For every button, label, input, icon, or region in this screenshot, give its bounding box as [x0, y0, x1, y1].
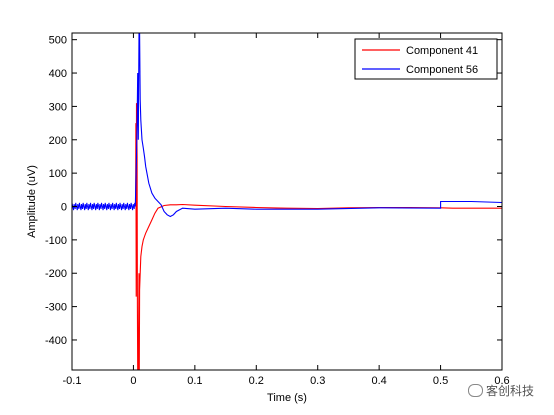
- axes-box: [71, 32, 503, 371]
- x-tick-label: -0.1: [63, 375, 82, 387]
- plot-area: [71, 32, 503, 371]
- x-tick-label: 0: [130, 375, 136, 387]
- y-tick-label: -100: [45, 235, 67, 247]
- y-axis-ticks: -400 -300 -200 -100 0 100 200 300 400 500: [45, 35, 502, 347]
- legend: Component 41 Component 56: [354, 38, 498, 80]
- y-tick-label: 100: [49, 168, 67, 180]
- series-line-0: [135, 103, 502, 370]
- x-axis-label: Time (s): [267, 392, 307, 404]
- legend-label: Component 56: [406, 64, 478, 76]
- watermark-text: 客创科技: [486, 384, 535, 398]
- x-axis-ticks: -0.1 0 0.1 0.2 0.3 0.4 0.5 0.6: [63, 33, 510, 387]
- y-tick-label: -400: [45, 335, 67, 347]
- baseline-line: [72, 202, 136, 211]
- y-axis-label: Amplitude (uV): [26, 165, 38, 238]
- x-tick-label: 0.5: [433, 375, 448, 387]
- chat-bubble-icon: [468, 384, 483, 397]
- y-tick-label: -300: [45, 302, 67, 314]
- x-tick-label: 0.1: [187, 375, 202, 387]
- y-tick-label: -200: [45, 268, 67, 280]
- watermark: 客创科技: [468, 382, 534, 399]
- y-tick-label: 300: [49, 101, 67, 113]
- x-tick-label: 0.2: [249, 375, 264, 387]
- y-tick-label: 0: [61, 202, 67, 214]
- legend-label: Component 41: [406, 45, 478, 57]
- x-tick-label: 0.3: [310, 375, 325, 387]
- legend-box: [354, 38, 498, 80]
- y-tick-label: 200: [49, 135, 67, 147]
- y-tick-label: 500: [49, 35, 67, 47]
- y-tick-label: 400: [49, 68, 67, 80]
- x-tick-label: 0.4: [371, 375, 386, 387]
- x-tick-label: 0.6: [494, 375, 509, 387]
- series-line-1: [134, 33, 502, 218]
